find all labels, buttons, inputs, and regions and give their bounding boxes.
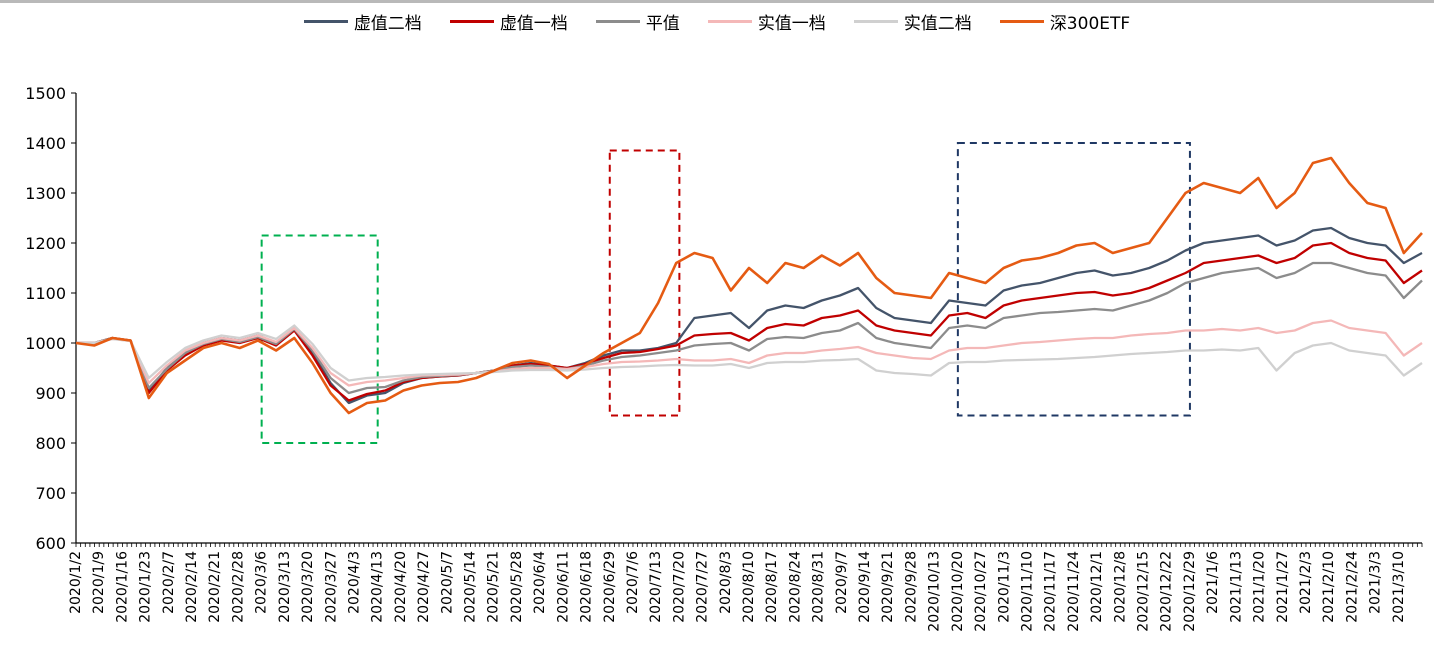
x-tick-label: 2020/12/29 [1182, 551, 1198, 632]
x-tick-label: 2020/2/7 [161, 551, 177, 614]
x-tick-label: 2020/10/13 [927, 551, 943, 632]
series-layer [75, 156, 1423, 415]
x-tick-label: 2020/8/24 [787, 551, 803, 623]
legend-label-series-4: 实值二档 [903, 13, 972, 34]
x-tick-label: 2021/1/6 [1205, 551, 1221, 614]
x-tick-label: 2020/8/31 [811, 551, 827, 623]
x-tick-label: 2020/9/14 [857, 551, 873, 623]
axis-layer: 600 700 800 900 1000 1100 1200 1300 1400 1500 2020… [25, 84, 1423, 632]
x-tick-label: 2021/1/27 [1275, 551, 1291, 623]
x-tick-label: 2020/8/10 [741, 551, 757, 623]
legend-swatch-series-0 [303, 19, 348, 23]
x-tick-label: 2020/12/1 [1089, 551, 1105, 623]
x-tick-label: 2020/2/14 [184, 551, 200, 623]
x-tick-label: 2020/1/23 [138, 551, 154, 623]
x-tick-label: 2020/3/27 [323, 551, 339, 623]
x-tick-label: 2020/3/13 [277, 551, 293, 623]
y-tick-label: 900 [35, 384, 66, 403]
x-tick-label: 2020/10/27 [973, 551, 989, 632]
y-tick-label: 700 [35, 484, 66, 503]
y-tick-label: 1300 [25, 184, 66, 203]
x-tick-label: 2020/4/13 [370, 551, 386, 623]
x-tick-label: 2020/12/15 [1136, 551, 1152, 632]
legend-item-series-0: 虚值二档 [303, 9, 422, 34]
x-tick-label: 2020/4/20 [393, 551, 409, 623]
x-tick-label: 2020/2/28 [230, 551, 246, 623]
x-tick-label: 2020/10/20 [950, 551, 966, 632]
legend-swatch-series-4 [853, 19, 898, 23]
x-tick-label: 2020/12/22 [1159, 551, 1175, 632]
x-tick-label: 2021/1/20 [1252, 551, 1268, 623]
series-line-0 [76, 226, 1423, 405]
y-tick-label: 1500 [25, 84, 66, 103]
x-tick-label: 2020/6/18 [579, 551, 595, 623]
highlight-box-2 [956, 142, 1191, 417]
chart-legend: 虚值二档 虚值一档 平值 实值一档 实值二档 深300ETF [0, 6, 1434, 36]
x-tick-label: 2020/3/20 [300, 551, 316, 623]
x-tick-label: 2020/11/24 [1066, 551, 1082, 632]
x-tick-label: 2021/2/10 [1321, 551, 1337, 623]
legend-label-series-0: 虚值二档 [353, 13, 422, 34]
y-tick-label: 1200 [25, 234, 66, 253]
series-line-4 [76, 324, 1423, 382]
legend-swatch-series-1 [449, 19, 494, 23]
x-tick-label: 2020/11/17 [1043, 551, 1059, 632]
x-tick-label: 2020/8/17 [764, 551, 780, 623]
y-tick-label: 1100 [25, 284, 66, 303]
x-tick-label: 2021/3/3 [1368, 551, 1384, 614]
legend-swatch-series-5 [999, 19, 1044, 23]
top-border-line [0, 0, 1434, 3]
x-tick-label: 2020/5/28 [509, 551, 525, 623]
y-tick-label: 1000 [25, 334, 66, 353]
x-tick-label: 2020/9/7 [834, 551, 850, 614]
series-line-5 [75, 156, 1423, 415]
x-tick-label: 2020/9/28 [903, 551, 919, 623]
y-tick-label: 1400 [25, 134, 66, 153]
x-tick-label: 2021/1/13 [1228, 551, 1244, 623]
legend-item-series-1: 虚值一档 [449, 9, 568, 34]
series-line-1 [76, 241, 1423, 402]
annotation-layer [260, 142, 1191, 444]
x-tick-label: 2020/1/16 [114, 551, 130, 623]
x-tick-label: 2020/7/20 [671, 551, 687, 623]
x-tick-label: 2020/4/27 [416, 551, 432, 623]
x-tick-label: 2020/1/9 [91, 551, 107, 614]
x-tick-label: 2021/2/24 [1344, 551, 1360, 623]
x-tick-label: 2020/11/10 [1019, 551, 1035, 632]
legend-label-series-1: 虚值一档 [499, 13, 568, 34]
x-tick-label: 2020/5/7 [439, 551, 455, 614]
legend-item-series-3: 实值一档 [707, 9, 826, 34]
x-tick-label: 2020/4/3 [346, 551, 362, 614]
legend-swatch-series-2 [595, 19, 640, 23]
x-tick-label: 2020/7/27 [695, 551, 711, 623]
x-tick-label: 2020/7/13 [648, 551, 664, 623]
x-tick-label: 2020/6/11 [555, 551, 571, 623]
x-tick-label: 2020/11/3 [996, 551, 1012, 623]
x-tick-label: 2021/2/3 [1298, 551, 1314, 614]
x-tick-label: 2020/9/21 [880, 551, 896, 623]
legend-label-series-5: 深300ETF [1049, 13, 1131, 34]
legend-item-series-4: 实值二档 [853, 9, 972, 34]
legend-label-series-3: 实值一档 [757, 13, 826, 34]
x-tick-label: 2020/5/14 [463, 551, 479, 623]
legend-swatch-series-3 [707, 19, 752, 23]
x-tick-label: 2020/5/21 [486, 551, 502, 623]
x-tick-label: 2020/2/21 [207, 551, 223, 623]
x-tick-label: 2020/12/8 [1112, 551, 1128, 623]
legend-item-series-2: 平值 [595, 9, 680, 34]
y-tick-label: 800 [35, 434, 66, 453]
x-tick-label: 2020/3/6 [254, 551, 270, 614]
x-tick-label: 2020/1/2 [68, 551, 84, 614]
x-tick-label: 2020/8/3 [718, 551, 734, 614]
x-tick-label: 2020/7/6 [625, 551, 641, 614]
highlight-box-1 [608, 149, 681, 417]
legend-item-series-5: 深300ETF [999, 9, 1131, 34]
y-tick-label: 600 [35, 534, 66, 553]
x-tick-label: 2020/6/29 [602, 551, 618, 623]
legend-label-series-2: 平值 [645, 13, 680, 34]
x-tick-label: 2020/6/4 [532, 551, 548, 614]
x-tick-label: 2021/3/10 [1391, 551, 1407, 623]
series-line-3 [76, 319, 1423, 387]
